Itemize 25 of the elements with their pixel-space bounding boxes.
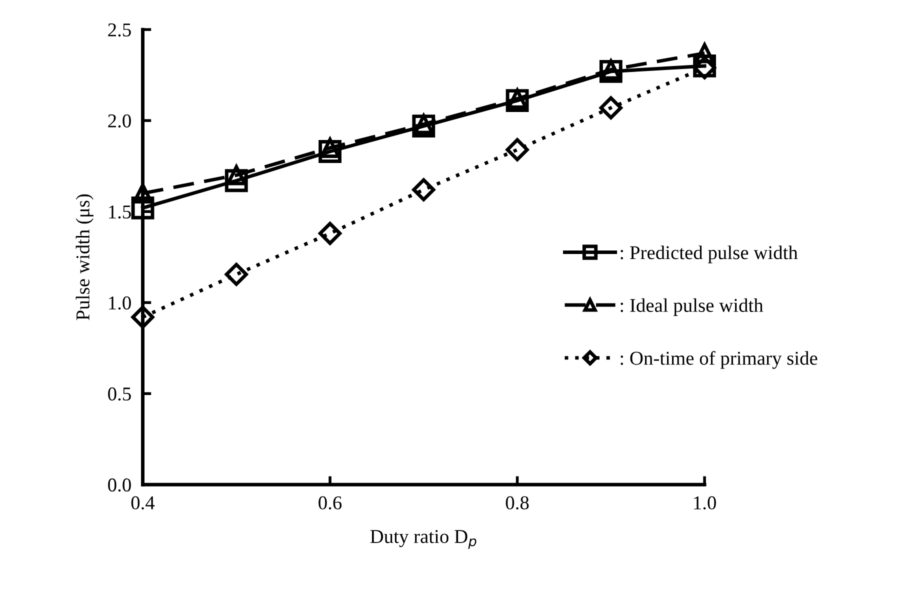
legend-label: : Ideal pulse width [620, 298, 764, 316]
point [132, 183, 153, 204]
point [131, 196, 154, 220]
x-tick-label: 0.4 [131, 496, 155, 510]
y-tick-label: 2.5 [108, 23, 131, 37]
point [599, 96, 622, 120]
point [318, 140, 342, 163]
y-tick-label: 1.0 [109, 296, 131, 310]
y-tick-label: 2.0 [108, 114, 131, 128]
y-tick-label: 1.5 [109, 205, 131, 219]
point [318, 222, 342, 245]
point [224, 262, 248, 286]
x-tick-label: 0.6 [318, 496, 342, 510]
x-axis-title: Duty ratio D$_{p}$ [370, 530, 476, 549]
point [412, 178, 436, 202]
legend-label: : On-time of primary side [620, 350, 818, 369]
legend-label: : Predicted pulse width [620, 246, 798, 264]
y-tick-label: 0.5 [108, 387, 131, 401]
point [506, 138, 529, 162]
y-axis-title: Pulse width (μs) [76, 194, 94, 320]
y-tick-label: 0.0 [108, 478, 131, 492]
x-tick-label: 1.0 [694, 496, 716, 510]
x-tick-label: 0.8 [506, 496, 529, 510]
point [224, 169, 248, 192]
point [131, 306, 154, 329]
